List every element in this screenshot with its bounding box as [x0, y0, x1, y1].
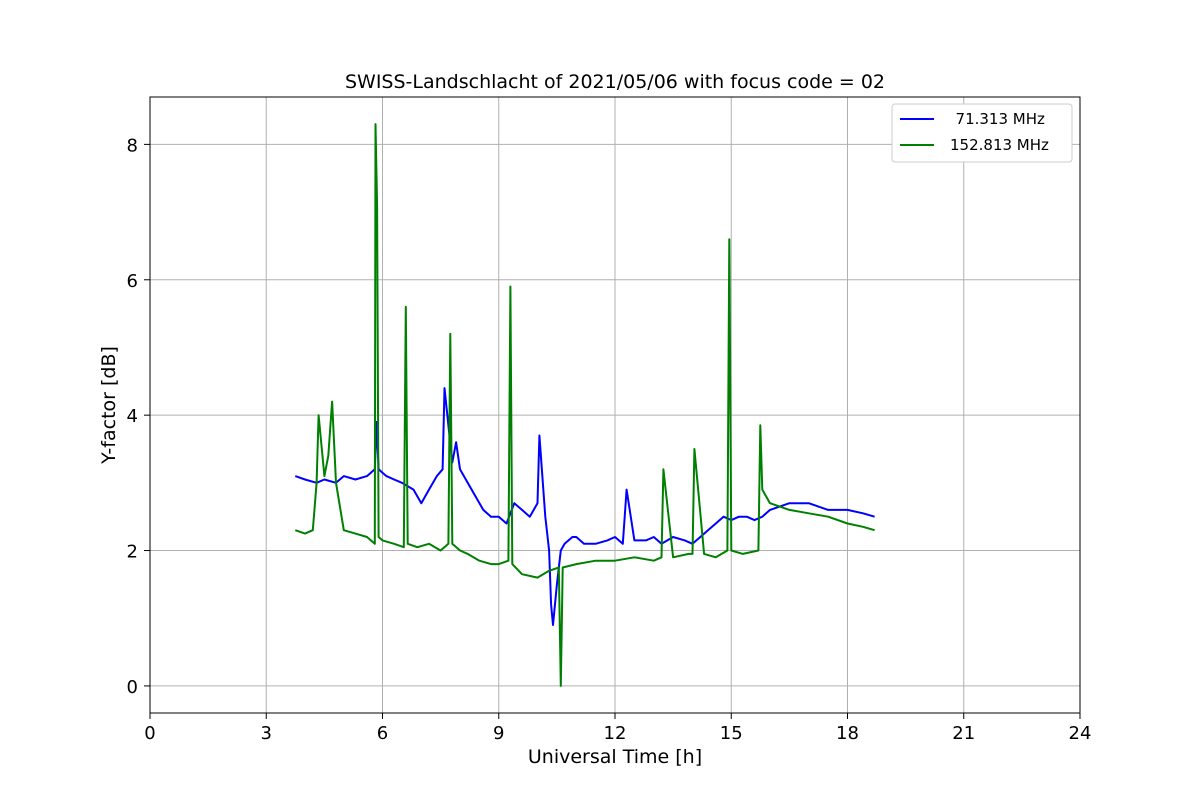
- x-tick-label: 9: [493, 723, 504, 744]
- y-axis: 0 2 4 6 8: [127, 135, 150, 698]
- y-tick-label: 8: [127, 135, 138, 156]
- series-152mhz-line: [294, 123, 875, 687]
- legend-label-152mhz: 152.813 MHz: [950, 136, 1049, 154]
- y-tick-label: 0: [127, 677, 138, 698]
- x-tick-label: 12: [604, 723, 627, 744]
- x-axis: 0 3 6 9 12 15 18 21 24: [144, 713, 1091, 744]
- x-tick-label: 0: [144, 723, 155, 744]
- y-tick-label: 2: [127, 542, 138, 563]
- x-tick-label: 24: [1069, 723, 1092, 744]
- x-axis-label: Universal Time [h]: [528, 746, 702, 768]
- plot-area: [294, 123, 875, 687]
- legend-box: [891, 103, 1073, 163]
- y-tick-label: 6: [127, 271, 138, 292]
- y-tick-label: 4: [127, 406, 138, 427]
- legend-label-71mhz: 71.313 MHz: [946, 110, 1045, 128]
- y-axis-label: Y-factor [dB]: [98, 346, 120, 465]
- series-71mhz-line: [294, 387, 875, 626]
- x-tick-label: 3: [261, 723, 272, 744]
- x-tick-label: 21: [952, 723, 975, 744]
- x-tick-label: 18: [836, 723, 859, 744]
- chart-title: SWISS-Landschlacht of 2021/05/06 with fo…: [345, 71, 885, 93]
- x-tick-label: 6: [377, 723, 388, 744]
- legend: 71.313 MHz 152.813 MHz: [891, 103, 1073, 163]
- x-tick-label: 15: [720, 723, 743, 744]
